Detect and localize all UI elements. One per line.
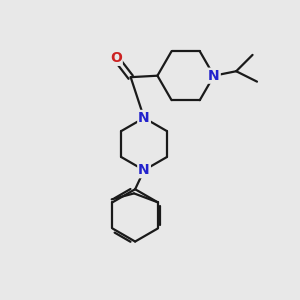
Text: O: O <box>110 51 122 65</box>
Text: N: N <box>208 69 220 83</box>
Text: N: N <box>138 163 150 177</box>
Text: N: N <box>138 111 150 125</box>
